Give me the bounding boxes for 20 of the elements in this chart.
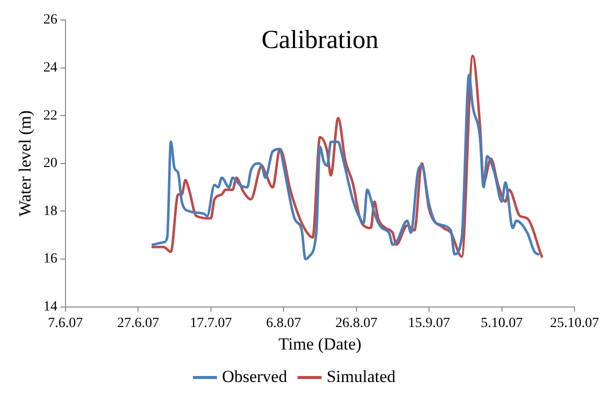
- x-tick-label: 27.6.07: [117, 316, 160, 331]
- x-tick-label: 15.9.07: [408, 316, 450, 331]
- x-tick-label: 6.8.07: [266, 316, 302, 331]
- chart-title: Calibration: [261, 24, 378, 54]
- x-tick-label: 7.6.07: [48, 316, 83, 331]
- y-tick-label: 16: [43, 252, 58, 267]
- y-tick-label: 26: [43, 12, 58, 28]
- x-tick-label: 25.10.07: [550, 316, 599, 331]
- y-tick-label: 24: [43, 60, 58, 76]
- legend-label: Observed: [222, 366, 288, 386]
- y-axis-title: Water level (m): [16, 110, 35, 217]
- y-tick-label: 20: [43, 156, 58, 172]
- x-tick-label: 5.10.07: [480, 316, 523, 331]
- x-tick-label: 17.7.07: [190, 316, 232, 331]
- y-tick-label: 22: [43, 108, 58, 124]
- x-tick-label: 26.8.07: [335, 316, 378, 331]
- y-tick-label: 14: [43, 299, 58, 314]
- y-tick-label: 18: [43, 204, 58, 219]
- x-axis-title: Time (Date): [278, 334, 362, 354]
- legend-label: Simulated: [326, 366, 396, 386]
